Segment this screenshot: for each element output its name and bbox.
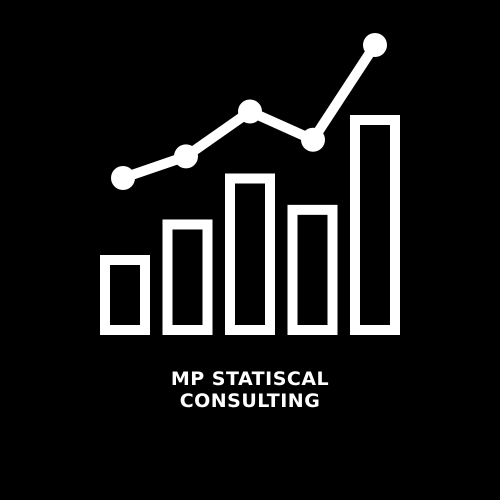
bar-group — [100, 115, 400, 336]
company-name-line-2: CONSULTING — [179, 390, 321, 412]
trend-point-4 — [301, 127, 325, 152]
bar-3 — [225, 173, 275, 335]
trend-points — [111, 33, 387, 190]
bar-2 — [162, 219, 213, 335]
bar-5 — [350, 115, 400, 335]
bar-1 — [100, 255, 150, 335]
company-name-line-1: MP STATISCAL — [170, 368, 330, 390]
trend-point-1 — [111, 166, 135, 190]
trend-point-2 — [174, 144, 198, 169]
trend-point-5 — [363, 33, 387, 57]
bar-4 — [287, 204, 338, 336]
trend-point-3 — [238, 99, 262, 124]
company-name: MP STATISCAL CONSULTING — [0, 368, 500, 412]
